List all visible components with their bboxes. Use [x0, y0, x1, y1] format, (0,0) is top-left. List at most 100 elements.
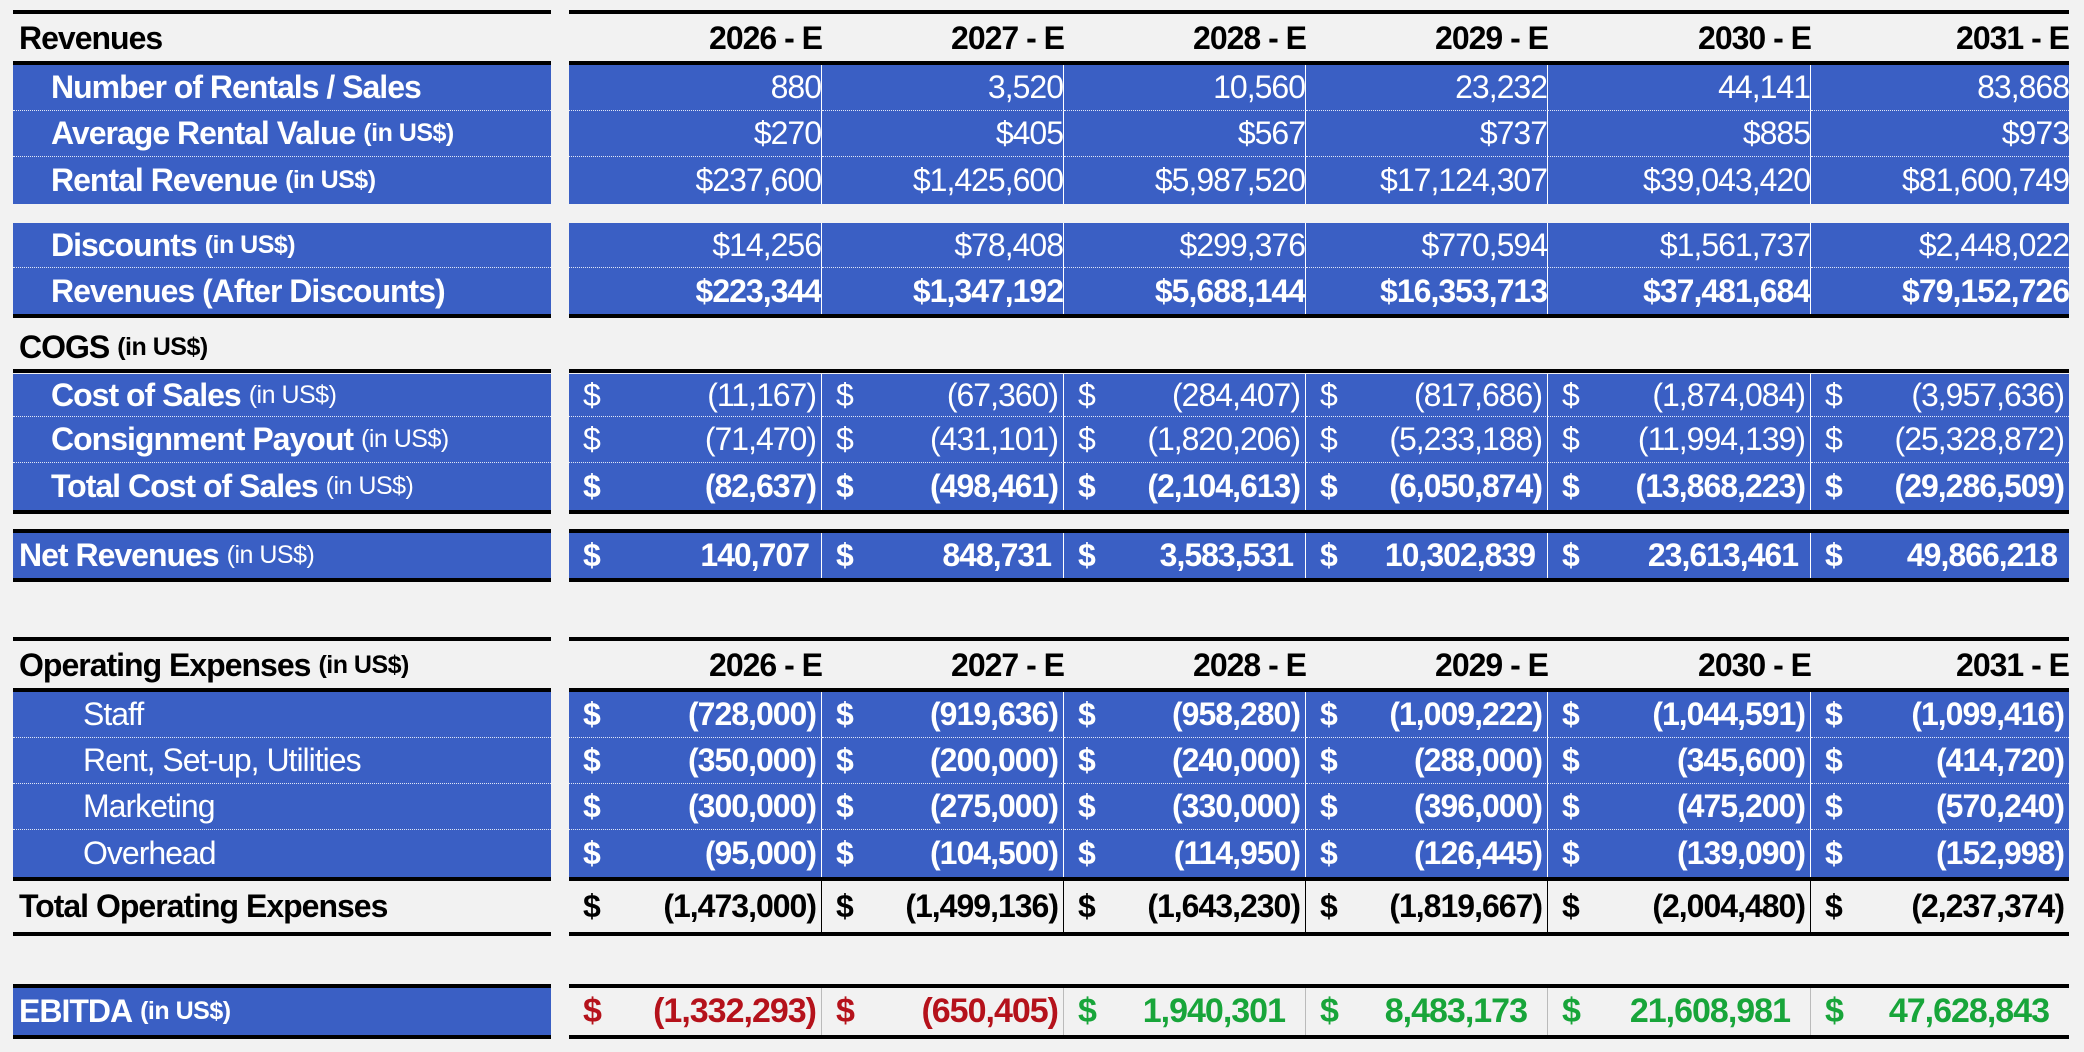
year-header: 2026 - E	[709, 19, 823, 56]
opex-title: Operating Expenses	[19, 646, 311, 683]
rule-under-cogs-right	[569, 510, 2069, 514]
value-text: 47,628,843	[1888, 992, 2050, 1030]
currency-symbol: $	[583, 696, 601, 732]
cogs-title: COGS	[19, 328, 110, 365]
value-text: (104,500)	[930, 835, 1059, 871]
value-cell: $3,583,531	[1064, 533, 1306, 578]
currency-symbol: $	[1320, 696, 1338, 732]
value-text: (275,000)	[930, 788, 1059, 824]
year-header: 2030 - E	[1698, 646, 1812, 683]
currency-symbol: $	[1562, 376, 1580, 413]
currency-symbol: $	[1825, 992, 1844, 1030]
value-cell: $ (240,000)	[1064, 738, 1306, 784]
value-cell: $ (919,636)	[822, 692, 1064, 738]
value-text: 1,940,301	[1142, 992, 1286, 1030]
value-text: (1,473,000)	[663, 888, 817, 924]
currency-symbol: $	[1825, 421, 1843, 457]
value-text: 3,583,531	[1159, 537, 1294, 573]
value-text: 23,613,461	[1647, 537, 1799, 573]
value-cell: $49,866,218	[1811, 533, 2069, 578]
currency-symbol: $	[1078, 696, 1096, 732]
currency-symbol: $	[1562, 788, 1580, 824]
value-cell: $ (13,868,223)	[1548, 463, 1811, 510]
currency-symbol: $	[836, 421, 854, 457]
currency-symbol: $	[583, 888, 601, 924]
value-text: (284,407)	[1172, 376, 1301, 413]
unit-label: (in US$)	[285, 166, 376, 194]
currency-symbol: $	[1320, 468, 1338, 504]
value-text: (728,000)	[688, 696, 817, 732]
currency-symbol: $	[836, 835, 854, 871]
rule-under-header-right	[569, 61, 2069, 65]
value-cell: $ (5,233,188)	[1306, 417, 1548, 463]
row-values: $ (1,473,000) $ (1,499,136) $ (1,643,230) $…	[569, 881, 2069, 932]
row-values: $237,600 $1,425,600 $5,987,520 $17,124,3…	[569, 157, 2070, 204]
currency-symbol: $	[1078, 788, 1096, 824]
opex-year-headers: 2026 - E 2027 - E 2028 - E 2029 - E 2030…	[569, 642, 2070, 688]
value-text: (919,636)	[930, 696, 1059, 732]
value-cell: $737	[1306, 111, 1548, 157]
ebitda-cell-negative: $ (650,405)	[822, 988, 1064, 1035]
row-label: EBITDA (in US$)	[13, 988, 551, 1035]
value-cell: $ (1,499,136)	[822, 881, 1064, 932]
currency-symbol: $	[836, 537, 854, 573]
row-label-text: Overhead	[83, 835, 217, 871]
year-header: 2027 - E	[951, 646, 1065, 683]
value-cell: $78,408	[822, 223, 1064, 268]
value-cell: $ (330,000)	[1064, 784, 1306, 830]
value-cell: $270	[569, 111, 822, 157]
revenue-row-average-value: Average Rental Value (in US$) $270 $405 $…	[0, 111, 2084, 157]
currency-symbol: $	[1562, 696, 1580, 732]
value-text: (498,461)	[930, 468, 1059, 504]
value-cell: $2,448,022	[1811, 223, 2070, 268]
value-cell: $81,600,749	[1811, 157, 2070, 204]
currency-symbol: $	[836, 376, 854, 413]
row-label-text: Average Rental Value	[51, 115, 356, 151]
currency-symbol: $	[583, 468, 601, 504]
value-cell: $ (498,461)	[822, 463, 1064, 510]
value-text: 49,866,218	[1906, 537, 2058, 573]
value-cell: $ (95,000)	[569, 830, 822, 877]
value-text: (5,233,188)	[1389, 421, 1543, 457]
value-cell: $885	[1548, 111, 1811, 157]
value-text: (82,637)	[704, 468, 817, 504]
year-header: 2029 - E	[1435, 646, 1549, 683]
value-cell: $770,594	[1306, 223, 1548, 268]
row-label: Staff	[13, 692, 551, 738]
value-text: (345,600)	[1677, 742, 1806, 778]
rule-above-cogs-left	[13, 369, 551, 373]
opex-row-staff: Staff $ (728,000) $ (919,636) $ (958,280) $…	[0, 692, 2084, 738]
value-cell: 880	[569, 65, 822, 111]
currency-symbol: $	[583, 421, 601, 457]
row-label: Net Revenues (in US$)	[13, 533, 551, 578]
rule-above-net-right	[569, 529, 2069, 533]
unit-label: (in US$)	[363, 119, 454, 147]
value-cell: $23,613,461	[1548, 533, 1811, 578]
row-label-text: Staff	[83, 696, 144, 732]
rule-under-net-right	[569, 578, 2069, 582]
row-values: $140,707 $848,731 $3,583,531 $10,302,839…	[569, 533, 2069, 578]
rule-top-left	[13, 10, 551, 14]
currency-symbol: $	[1320, 788, 1338, 824]
value-cell: $ (2,004,480)	[1548, 881, 1811, 932]
value-cell: $39,043,420	[1548, 157, 1811, 204]
unit-label: (in US$)	[248, 380, 337, 409]
value-cell: $ (11,167)	[569, 374, 822, 417]
unit-label: (in US$)	[226, 541, 315, 569]
value-text: (431,101)	[930, 421, 1059, 457]
value-cell: $ (71,470)	[569, 417, 822, 463]
currency-symbol: $	[583, 992, 602, 1030]
currency-symbol: $	[1078, 888, 1096, 924]
rule-top-right	[569, 10, 2069, 14]
value-cell: $ (1,874,084)	[1548, 374, 1811, 417]
value-cell: $ (1,044,591)	[1548, 692, 1811, 738]
value-cell: 10,560	[1064, 65, 1306, 111]
currency-symbol: $	[1320, 992, 1339, 1030]
currency-symbol: $	[1078, 468, 1096, 504]
value-cell: $ (570,240)	[1811, 784, 2069, 830]
row-label: Rent, Set-up, Utilities	[13, 738, 551, 784]
opex-row-overhead: Overhead $ (95,000) $ (104,500) $ (114,950)…	[0, 830, 2084, 877]
cogs-heading-row: COGS (in US$)	[0, 325, 2084, 369]
currency-symbol: $	[1825, 376, 1843, 413]
opex-row-rent: Rent, Set-up, Utilities $ (350,000) $ (200…	[0, 738, 2084, 784]
